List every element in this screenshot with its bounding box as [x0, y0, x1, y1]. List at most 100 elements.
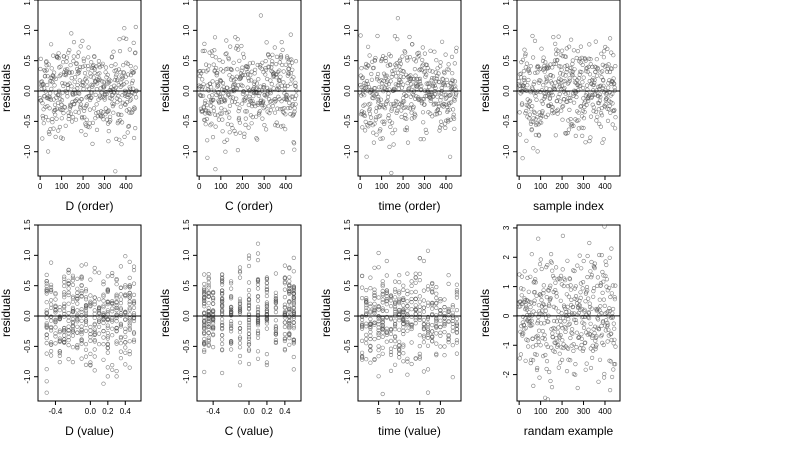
data-point [430, 302, 435, 308]
data-point [101, 357, 106, 362]
data-point [372, 337, 377, 342]
data-point [258, 13, 264, 18]
data-point [555, 330, 560, 335]
data-point [215, 70, 220, 76]
data-point [88, 277, 93, 282]
data-point [409, 102, 414, 107]
data-point [589, 259, 594, 265]
data-point [264, 306, 270, 311]
data-point [233, 76, 238, 82]
data-point [70, 310, 75, 315]
data-point [583, 140, 588, 145]
data-point [81, 108, 87, 113]
data-point [581, 125, 586, 131]
data-point [237, 326, 243, 331]
data-point [220, 275, 225, 280]
data-point [596, 100, 602, 106]
data-point [556, 34, 561, 39]
data-point [521, 68, 527, 74]
data-point [260, 116, 265, 121]
data-point [454, 316, 460, 322]
data-point [596, 327, 602, 332]
data-point [105, 302, 110, 307]
data-point [254, 81, 259, 86]
data-point [521, 85, 526, 90]
data-point [566, 357, 571, 362]
data-point [372, 322, 377, 327]
data-point [229, 326, 234, 331]
data-point [133, 126, 138, 131]
data-point [431, 76, 437, 81]
data-point [518, 304, 523, 309]
data-point [269, 99, 274, 104]
data-point [214, 73, 219, 78]
data-point [539, 321, 544, 326]
data-point [67, 81, 72, 86]
data-point [410, 42, 415, 47]
data-point [287, 318, 292, 323]
data-point [448, 154, 453, 159]
data-point [448, 92, 453, 97]
data-point [287, 323, 292, 328]
data-point [443, 121, 448, 126]
data-point [70, 294, 75, 299]
panel-2: 0 100 200 300 400-1.0-0.50.00.51.01.5C (orde… [158, 0, 302, 213]
data-point [573, 372, 578, 377]
data-point [364, 357, 369, 362]
data-point [206, 317, 211, 322]
data-point [45, 149, 51, 154]
data-point [413, 289, 418, 295]
data-point [522, 298, 528, 303]
data-point [588, 321, 593, 326]
data-point [453, 94, 458, 99]
data-point [105, 318, 110, 323]
data-point [71, 39, 77, 45]
data-point [582, 307, 587, 312]
data-point [388, 124, 393, 129]
data-point [287, 314, 292, 319]
data-point [424, 72, 429, 77]
data-point [385, 63, 390, 68]
data-point [59, 102, 64, 107]
data-point [449, 100, 454, 105]
data-point [126, 124, 131, 129]
data-point [392, 103, 397, 108]
data-point [100, 79, 105, 84]
data-point [48, 349, 54, 354]
data-point [557, 71, 563, 76]
data-point [446, 313, 451, 318]
data-point [123, 329, 128, 335]
data-point [382, 106, 388, 111]
data-point [574, 320, 579, 326]
data-point [397, 327, 402, 332]
data-point [75, 308, 80, 313]
data-point [558, 99, 563, 104]
data-point [573, 284, 578, 289]
data-point [605, 339, 610, 344]
data-point [428, 111, 433, 116]
data-point [118, 306, 123, 311]
data-point [66, 270, 71, 275]
data-point [62, 333, 67, 338]
data-point [442, 101, 447, 107]
data-point [88, 74, 93, 79]
data-point [89, 60, 94, 65]
data-point [578, 281, 584, 286]
data-point [580, 85, 586, 91]
data-point [405, 55, 410, 60]
data-point [273, 306, 279, 311]
data-point [229, 307, 234, 312]
data-point [202, 301, 207, 306]
data-point [282, 309, 288, 315]
y-axis-label: residuals [0, 289, 13, 337]
data-point [359, 109, 365, 114]
data-point [528, 323, 534, 329]
data-point [385, 94, 391, 100]
data-point [282, 279, 288, 285]
data-point [292, 96, 298, 102]
data-point [380, 391, 385, 397]
data-point [564, 309, 569, 315]
data-point [220, 311, 225, 316]
data-point [601, 273, 606, 278]
data-point [53, 341, 58, 346]
